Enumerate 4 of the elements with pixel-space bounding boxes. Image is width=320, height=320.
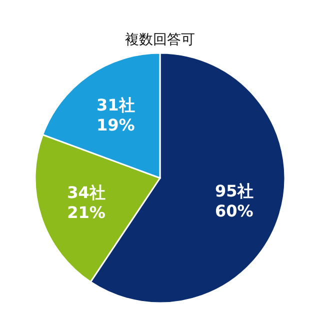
data-label: 31社 19% [96, 95, 135, 134]
data-label: 95社 60% [215, 181, 254, 220]
data-label: 34社 21% [67, 182, 106, 222]
chart-title: 複数回答可 [125, 32, 195, 48]
